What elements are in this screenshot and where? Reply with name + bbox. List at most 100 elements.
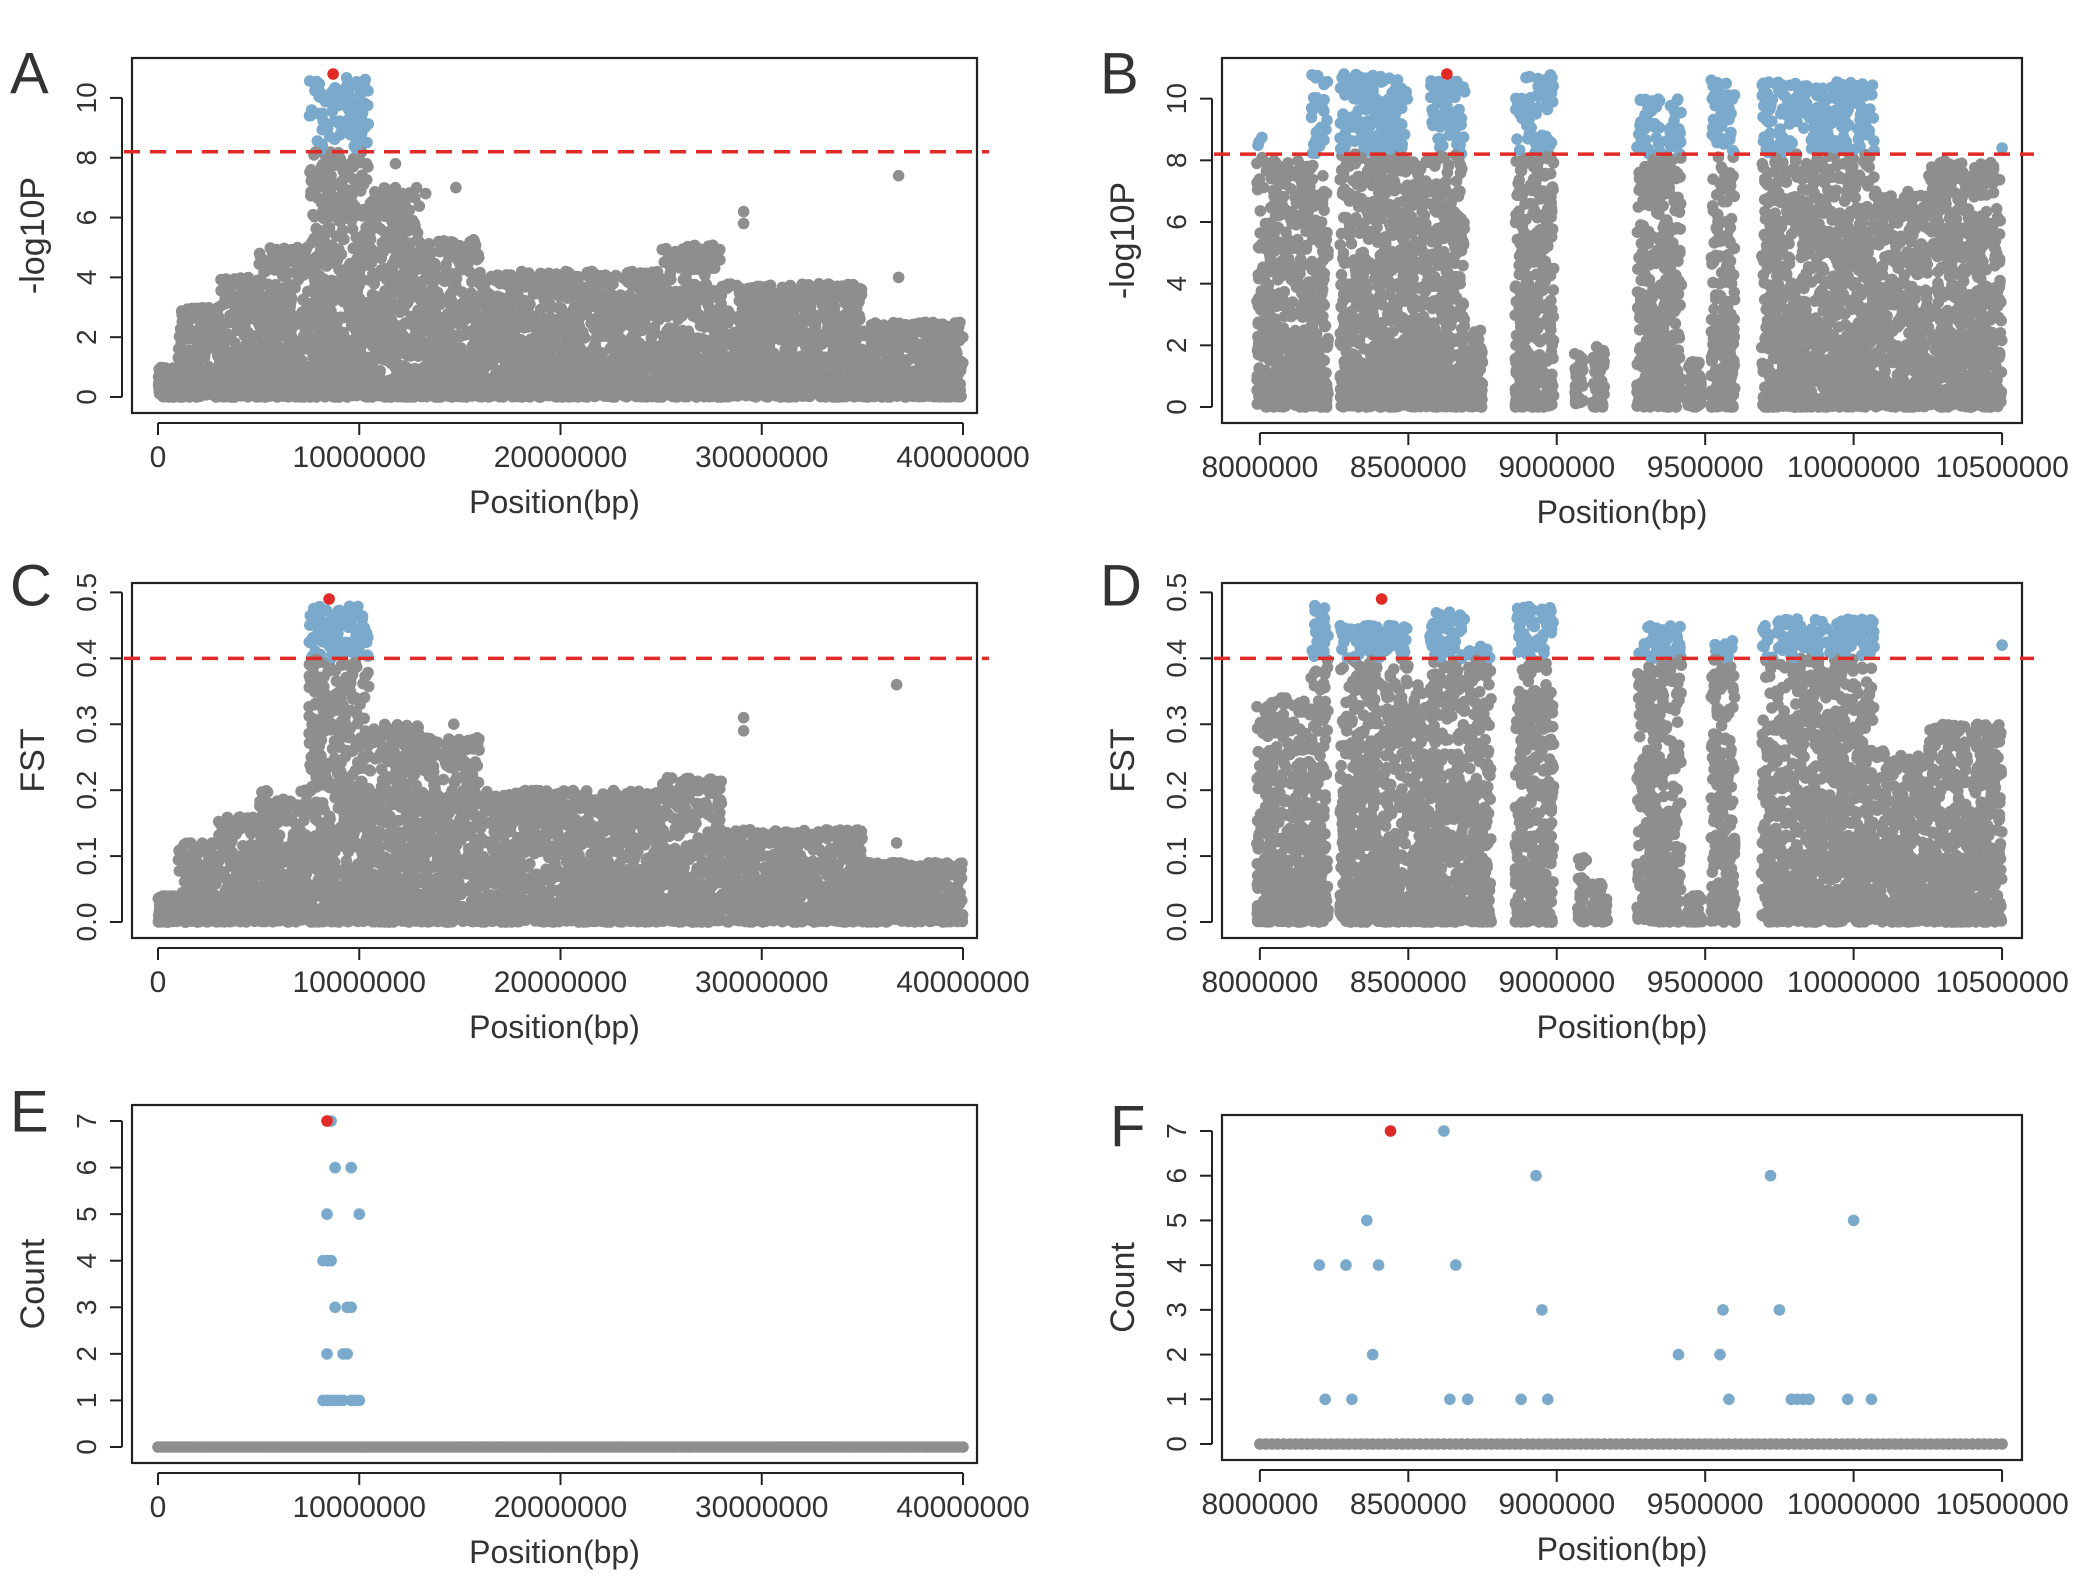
data-point <box>416 372 428 384</box>
data-point <box>311 379 323 391</box>
data-point <box>323 282 335 294</box>
data-point <box>254 250 266 262</box>
data-point <box>336 208 348 220</box>
data-point <box>351 389 363 401</box>
data-point <box>328 379 340 391</box>
data-point <box>457 297 469 309</box>
figure-canvas: A0 10000000 20000000 30000000 40000000Positi… <box>0 0 2081 1580</box>
data-point <box>253 284 265 296</box>
data-point <box>449 366 461 378</box>
data-point <box>290 391 302 403</box>
data-point <box>462 258 474 270</box>
data-point <box>440 259 452 271</box>
data-point <box>316 258 328 270</box>
data-point <box>318 213 330 225</box>
data-point <box>371 299 383 311</box>
data-point <box>371 332 383 344</box>
significant-point <box>312 108 324 120</box>
data-point <box>304 166 316 178</box>
data-point <box>393 373 405 385</box>
data-point <box>184 345 196 357</box>
data-point <box>334 153 346 165</box>
data-point <box>381 286 393 298</box>
significant-point <box>327 86 339 98</box>
data-point <box>182 373 194 385</box>
data-point <box>402 225 414 237</box>
data-point <box>331 344 343 356</box>
data-point <box>429 258 441 270</box>
data-point <box>453 331 465 343</box>
data-point <box>354 157 366 169</box>
data-point <box>395 270 407 282</box>
data-point <box>337 165 349 177</box>
data-point <box>337 296 349 308</box>
data-point <box>228 299 240 311</box>
data-point <box>323 152 335 164</box>
data-point <box>294 315 306 327</box>
data-point <box>217 390 229 402</box>
data-point <box>406 339 418 351</box>
data-point <box>391 205 403 217</box>
data-point <box>214 322 226 334</box>
data-point <box>285 365 297 377</box>
data-point <box>544 302 556 314</box>
data-point <box>370 320 382 332</box>
data-point <box>316 197 328 209</box>
data-point <box>314 364 326 376</box>
data-point <box>390 388 402 400</box>
significant-point <box>339 123 351 135</box>
data-point <box>379 391 391 403</box>
data-point <box>269 244 281 256</box>
significant-point <box>325 97 337 109</box>
data-point <box>381 315 393 327</box>
data-point <box>315 292 327 304</box>
data-point <box>422 381 434 393</box>
data-point <box>405 264 417 276</box>
data-point <box>460 371 472 383</box>
data-point <box>154 386 166 398</box>
significant-point <box>344 103 356 115</box>
data-point <box>333 243 345 255</box>
data-point <box>326 176 338 188</box>
data-point <box>370 268 382 280</box>
data-point <box>353 267 365 279</box>
data-point <box>236 370 248 382</box>
data-point <box>333 198 345 210</box>
data-point <box>414 200 426 212</box>
data-point <box>292 354 304 366</box>
data-point <box>184 362 196 374</box>
data-point <box>179 332 191 344</box>
data-point <box>395 323 407 335</box>
data-point <box>403 282 415 294</box>
data-point <box>416 276 428 288</box>
data-point <box>240 314 252 326</box>
data-point <box>418 290 430 302</box>
data-point <box>180 311 192 323</box>
data-point <box>229 345 241 357</box>
data-point <box>223 285 235 297</box>
data-point <box>225 317 237 329</box>
data-point <box>379 226 391 238</box>
data-point <box>456 286 468 298</box>
data-point <box>304 339 316 351</box>
data-point <box>293 274 305 286</box>
data-point <box>261 367 273 379</box>
data-point <box>229 273 241 285</box>
data-point <box>279 310 291 322</box>
data-point <box>435 238 447 250</box>
data-point <box>346 343 358 355</box>
data-point <box>173 343 185 355</box>
data-point <box>389 253 401 265</box>
data-point <box>440 317 452 329</box>
data-point <box>366 257 378 269</box>
data-point <box>350 356 362 368</box>
data-point <box>196 340 208 352</box>
data-point <box>268 336 280 348</box>
data-point <box>322 310 334 322</box>
data-point <box>468 234 480 246</box>
data-point <box>157 362 169 374</box>
data-point <box>275 353 287 365</box>
significant-point <box>353 137 365 149</box>
data-point <box>220 374 232 386</box>
data-point <box>427 296 439 308</box>
